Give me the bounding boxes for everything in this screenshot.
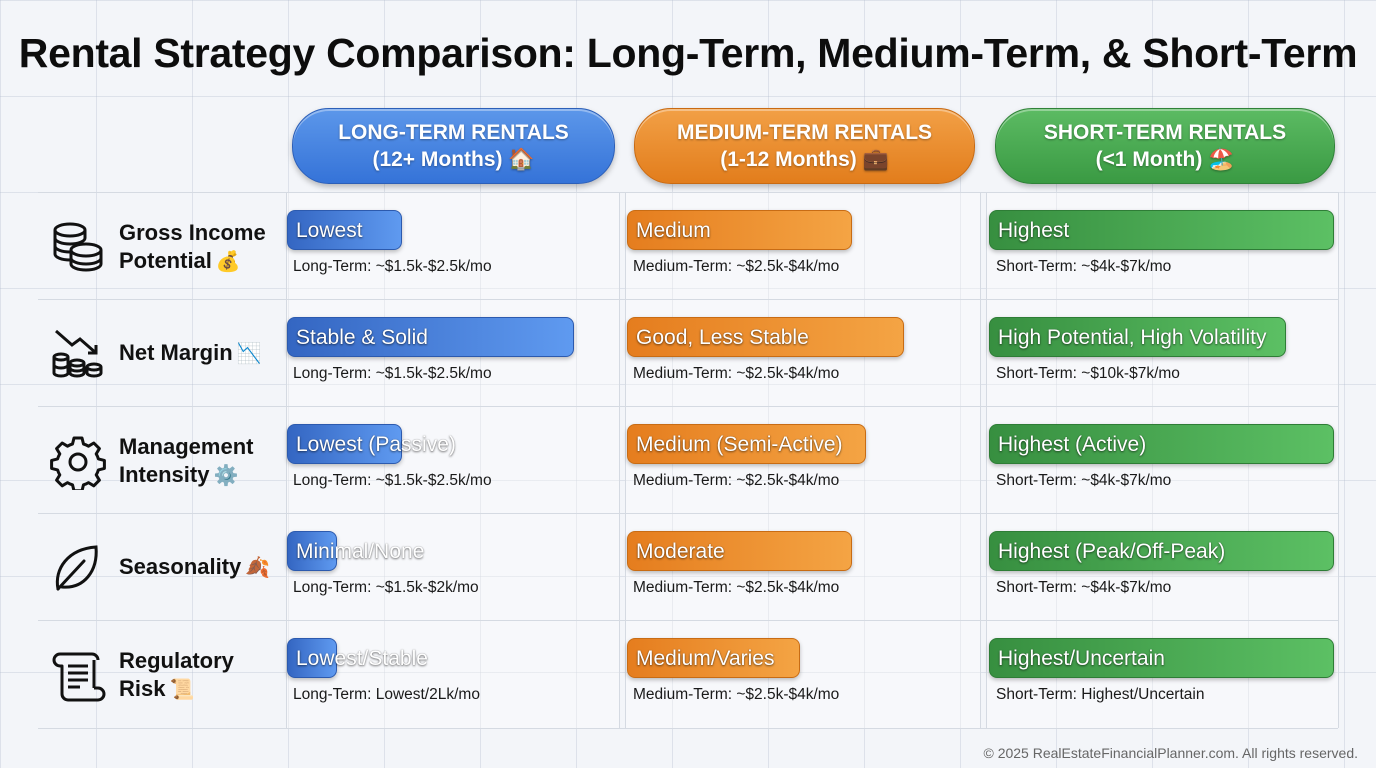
rating-bar-medium: Medium/Varies (627, 638, 800, 678)
rating-note-medium: Medium-Term: ~$2.5k-$4k/mo (633, 579, 840, 596)
rating-note-medium: Medium-Term: ~$2.5k-$4k/mo (633, 365, 840, 382)
gear-emoji-icon: ⚙️ (213, 465, 239, 487)
divider (38, 192, 1338, 193)
rating-note-short: Short-Term: Highest/Uncertain (996, 686, 1205, 703)
divider (38, 513, 1338, 514)
column-header-short-term: SHORT-TERM RENTALS (<1 Month) 🏖️ (995, 108, 1335, 184)
rating-bar-long: Lowest (Passive) (287, 424, 456, 464)
divider (286, 192, 287, 728)
row-label: Gross Income Potential 💰 (119, 220, 266, 273)
rating-bar-short: Highest (989, 210, 1334, 250)
row-label: Regulatory Risk 📜 (119, 648, 234, 701)
row-management-intensity: Management Intensity ⚙️ Lowest (Passive) … (0, 406, 1376, 513)
beach-umbrella-icon: 🏖️ (1208, 148, 1235, 171)
divider (619, 192, 620, 728)
rating-bar-short: Highest (Peak/Off-Peak) (989, 531, 1334, 571)
rating-note-medium: Medium-Term: ~$2.5k-$4k/mo (633, 258, 840, 275)
rating-note-short: Short-Term: ~$4k-$7k/mo (996, 579, 1172, 596)
coins-stack-icon (50, 218, 106, 274)
divider (38, 299, 1338, 300)
row-gross-income-potential: Gross Income Potential 💰 Lowest Long-Term… (0, 192, 1376, 299)
divider (38, 728, 1338, 729)
column-title: SHORT-TERM RENTALS (1043, 121, 1287, 144)
column-header-medium-term: MEDIUM-TERM RENTALS (1-12 Months) 💼 (634, 108, 975, 184)
row-label: Management Intensity ⚙️ (119, 434, 254, 487)
rating-bar-long: Lowest/Stable (287, 638, 428, 678)
row-label: Seasonality 🍂 (119, 554, 271, 579)
divider (38, 620, 1338, 621)
rating-bar-short: Highest (Active) (989, 424, 1334, 464)
rating-note-medium: Medium-Term: ~$2.5k-$4k/mo (633, 472, 840, 489)
column-subtitle: (12+ Months) 🏠 (372, 148, 535, 171)
rating-bar-medium: Good, Less Stable (627, 317, 904, 357)
divider (38, 406, 1338, 407)
column-title: MEDIUM-TERM RENTALS (676, 121, 933, 144)
declining-coins-icon (50, 327, 106, 383)
house-icon: 🏠 (508, 148, 535, 171)
copyright-footer: © 2025 RealEstateFinancialPlanner.com. A… (983, 745, 1358, 761)
rating-bar-short: High Potential, High Volatility (989, 317, 1286, 357)
rating-note-short: Short-Term: ~$10k-$7k/mo (996, 365, 1180, 382)
rating-note-short: Short-Term: ~$4k-$7k/mo (996, 472, 1172, 489)
column-subtitle: (1-12 Months) 💼 (720, 148, 889, 171)
column-title: LONG-TERM RENTALS (338, 121, 569, 144)
rating-note-long: Long-Term: Lowest/2Lk/mo (293, 686, 480, 703)
rating-bar-medium: Moderate (627, 531, 852, 571)
scroll-document-icon (50, 648, 106, 704)
row-seasonality: Seasonality 🍂 Minimal/None Long-Term: ~$1… (0, 513, 1376, 620)
rating-bar-long: Stable & Solid (287, 317, 574, 357)
rating-note-short: Short-Term: ~$4k-$7k/mo (996, 258, 1172, 275)
money-bag-icon: 💰 (215, 251, 241, 273)
row-net-margin: Net Margin 📉 Stable & Solid Long-Term: ~$… (0, 299, 1376, 406)
column-subtitle: (<1 Month) 🏖️ (1095, 148, 1235, 171)
rating-bar-long: Lowest (287, 210, 402, 250)
row-regulatory-risk: Regulatory Risk 📜 Lowest/Stable Long-Term… (0, 620, 1376, 727)
column-header-long-term: LONG-TERM RENTALS (12+ Months) 🏠 (292, 108, 615, 184)
chart-decreasing-icon: 📉 (236, 343, 262, 365)
scroll-emoji-icon: 📜 (169, 679, 195, 701)
rating-bar-medium: Medium (627, 210, 852, 250)
rating-note-long: Long-Term: ~$1.5k-$2.5k/mo (293, 258, 492, 275)
rating-bar-short: Highest/Uncertain (989, 638, 1334, 678)
divider (986, 192, 987, 728)
divider (625, 192, 626, 728)
page-title: Rental Strategy Comparison: Long-Term, M… (18, 30, 1358, 76)
divider (980, 192, 981, 728)
rating-note-long: Long-Term: ~$1.5k-$2.5k/mo (293, 472, 492, 489)
rating-note-long: Long-Term: ~$1.5k-$2.5k/mo (293, 365, 492, 382)
leaf-icon (50, 541, 106, 597)
rating-bar-medium: Medium (Semi-Active) (627, 424, 866, 464)
rating-bar-long: Minimal/None (287, 531, 424, 571)
briefcase-icon: 💼 (862, 148, 889, 171)
gear-icon (50, 434, 106, 493)
rating-note-long: Long-Term: ~$1.5k-$2k/mo (293, 579, 479, 596)
fallen-leaf-icon: 🍂 (245, 557, 271, 579)
row-label: Net Margin 📉 (119, 340, 262, 365)
divider (1338, 192, 1339, 728)
rating-note-medium: Medium-Term: ~$2.5k-$4k/mo (633, 686, 840, 703)
